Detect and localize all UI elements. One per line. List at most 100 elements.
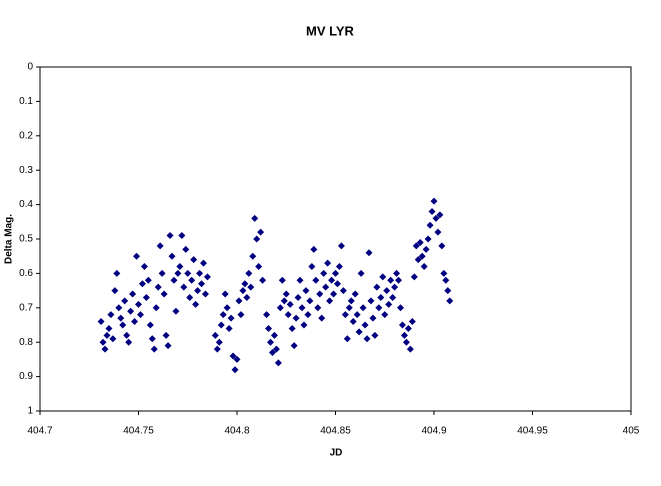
data-point <box>412 242 420 250</box>
data-point <box>351 290 359 298</box>
data-point <box>355 328 363 336</box>
data-point <box>107 311 115 319</box>
data-point <box>292 314 300 322</box>
data-point <box>406 345 414 353</box>
data-point <box>201 290 209 298</box>
data-point <box>140 263 148 271</box>
data-point <box>414 256 422 264</box>
data-point <box>233 355 241 363</box>
data-point <box>353 311 361 319</box>
data-point <box>263 311 271 319</box>
data-point <box>266 338 274 346</box>
data-point <box>174 269 182 277</box>
data-point <box>97 318 105 326</box>
data-point <box>188 276 196 284</box>
data-point <box>186 293 194 301</box>
data-point <box>172 307 180 315</box>
data-point <box>257 228 265 236</box>
data-point <box>211 331 219 339</box>
data-point <box>442 276 450 284</box>
data-point <box>298 304 306 312</box>
data-point <box>192 300 200 308</box>
chart-title: MV LYR <box>306 23 355 38</box>
data-point <box>198 280 206 288</box>
data-point <box>383 287 391 295</box>
y-tick-label: 0.9 <box>19 371 33 382</box>
data-point <box>243 293 251 301</box>
data-point <box>229 352 237 360</box>
data-point <box>105 324 113 332</box>
data-point <box>337 242 345 250</box>
data-point <box>397 304 405 312</box>
data-point <box>345 304 353 312</box>
x-tick-label: 404.8 <box>224 426 249 437</box>
data-point <box>300 321 308 329</box>
y-tick-label: 0.2 <box>19 130 33 141</box>
x-axis-label: JD <box>330 448 343 459</box>
data-point <box>280 297 288 305</box>
data-point <box>265 324 273 332</box>
data-point <box>343 335 351 343</box>
data-point <box>138 280 146 288</box>
data-point <box>430 197 438 205</box>
data-point <box>255 263 263 271</box>
data-point <box>194 287 202 295</box>
data-point <box>131 318 139 326</box>
y-tick-label: 0.7 <box>19 302 33 313</box>
data-point <box>284 311 292 319</box>
data-point <box>176 263 184 271</box>
data-point <box>178 232 186 240</box>
data-point <box>272 345 280 353</box>
data-point <box>144 276 152 284</box>
data-point <box>314 304 322 312</box>
data-point <box>398 321 406 329</box>
data-point <box>324 259 332 267</box>
data-point <box>424 235 432 243</box>
data-point <box>365 249 373 257</box>
data-point <box>184 269 192 277</box>
data-point <box>438 242 446 250</box>
data-point <box>310 245 318 253</box>
data-point <box>286 300 294 308</box>
data-point <box>221 290 229 298</box>
data-point <box>404 324 412 332</box>
data-point <box>395 276 403 284</box>
data-point <box>375 304 383 312</box>
data-point <box>416 238 424 246</box>
y-tick-label: 0.5 <box>19 234 33 245</box>
y-tick-label: 0.8 <box>19 337 33 348</box>
data-point <box>103 331 111 339</box>
data-point <box>328 276 336 284</box>
data-point <box>158 269 166 277</box>
data-point <box>200 259 208 267</box>
data-point <box>440 269 448 277</box>
data-point <box>115 304 123 312</box>
data-point <box>253 235 261 243</box>
data-point <box>99 338 107 346</box>
data-point <box>288 324 296 332</box>
data-point <box>359 304 367 312</box>
data-point <box>333 280 341 288</box>
data-point <box>125 338 133 346</box>
data-point <box>274 359 282 367</box>
data-point <box>129 290 137 298</box>
data-point <box>225 324 233 332</box>
data-point <box>164 342 172 350</box>
data-point <box>387 276 395 284</box>
data-point <box>190 256 198 264</box>
data-point <box>410 273 418 281</box>
data-point <box>152 304 160 312</box>
data-point <box>294 293 302 301</box>
data-point <box>326 297 334 305</box>
data-point <box>341 311 349 319</box>
data-point <box>160 290 168 298</box>
data-point <box>241 280 249 288</box>
data-point <box>180 283 188 291</box>
data-point <box>306 297 314 305</box>
data-point <box>111 287 119 295</box>
data-point <box>420 263 428 271</box>
data-point <box>332 269 339 277</box>
x-tick-label: 404.85 <box>320 426 351 437</box>
data-point <box>162 331 170 339</box>
data-point <box>127 307 135 315</box>
